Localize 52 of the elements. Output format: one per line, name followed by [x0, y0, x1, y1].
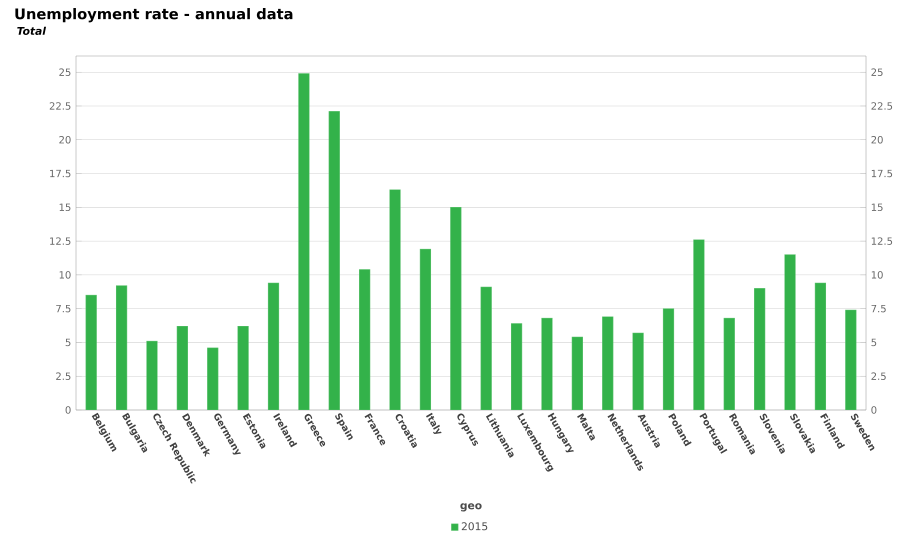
bar	[541, 318, 553, 410]
chart-subtitle: Total	[17, 26, 46, 35]
legend-label: 2015	[462, 522, 488, 530]
bar	[146, 340, 158, 410]
y2-tick-label: 20	[59, 136, 71, 144]
y-tick-label: 17.5	[872, 170, 892, 178]
bar	[754, 288, 766, 410]
x-axis-title: geo	[460, 503, 482, 512]
bar	[632, 332, 644, 410]
bar	[207, 348, 218, 410]
y-tick-label: 15	[872, 204, 883, 212]
y2-tick-label: 22.5	[50, 102, 70, 110]
bar	[724, 318, 735, 410]
y-tick-label: 22.5	[871, 102, 892, 110]
y-tick-label: 0	[871, 406, 876, 414]
y-tick-label: 10	[872, 271, 883, 279]
bar	[238, 326, 249, 410]
y2-tick-label: 10	[60, 271, 71, 279]
bar	[814, 282, 826, 410]
y2-tick-label: 0	[66, 406, 71, 414]
bar	[176, 326, 188, 410]
bar	[359, 269, 370, 410]
bar	[86, 294, 97, 410]
y-tick-label: 7.5	[872, 304, 886, 312]
y-tick-label: 5	[871, 338, 876, 346]
bar	[268, 282, 280, 410]
bar	[845, 310, 856, 410]
y-tick-label: 2.5	[871, 372, 886, 380]
bar	[116, 285, 128, 410]
y2-tick-label: 5	[66, 338, 70, 346]
chart-title: Unemployment rate - annual data	[15, 8, 292, 22]
bar	[298, 73, 310, 410]
bar	[510, 323, 522, 410]
bar	[693, 239, 704, 410]
bar	[602, 316, 614, 410]
y2-tick-label: 15	[60, 204, 70, 212]
bar	[480, 286, 492, 410]
bar	[420, 248, 432, 410]
bar	[389, 189, 401, 410]
y-tick-label: 12.5	[872, 237, 892, 245]
bar	[662, 308, 674, 410]
bar	[328, 111, 340, 410]
y-tick-label: 20	[871, 136, 883, 144]
y2-tick-label: 12.5	[50, 237, 70, 245]
bar	[450, 207, 462, 410]
y2-tick-label: 17.5	[50, 170, 70, 178]
y2-tick-label: 7.5	[56, 304, 70, 312]
bar	[784, 254, 796, 410]
y2-tick-label: 2.5	[56, 372, 70, 380]
y-tick-label: 25	[871, 68, 883, 76]
y2-tick-label: 25	[59, 68, 70, 76]
bar	[572, 336, 583, 410]
